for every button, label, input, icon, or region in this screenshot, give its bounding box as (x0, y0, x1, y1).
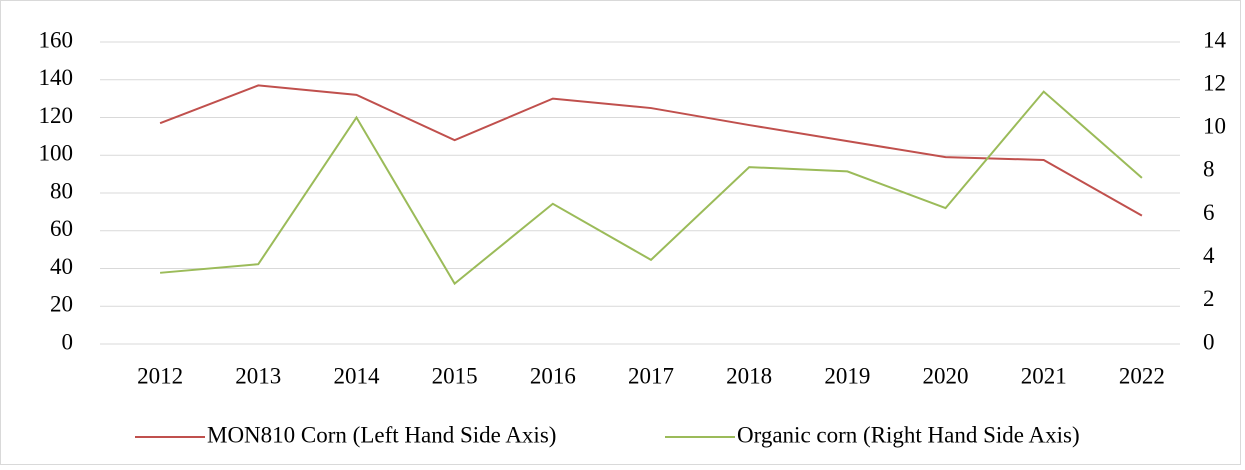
y-tick-label: 60 (50, 216, 73, 241)
y2-tick-label: 6 (1203, 200, 1215, 225)
legend-label: MON810 Corn (Left Hand Side Axis) (207, 422, 556, 447)
x-tick-label: 2019 (824, 363, 870, 388)
legend-label: Organic corn (Right Hand Side Axis) (737, 422, 1080, 447)
x-tick-label: 2015 (432, 363, 478, 388)
x-tick-label: 2020 (923, 363, 969, 388)
y2-tick-label: 8 (1203, 157, 1215, 182)
y-tick-label: 120 (39, 103, 74, 128)
x-tick-label: 2013 (235, 363, 281, 388)
series-line (160, 90, 1143, 286)
y-tick-label: 0 (62, 329, 74, 354)
y2-tick-label: 14 (1203, 27, 1227, 52)
y-tick-label: 40 (50, 254, 73, 279)
x-tick-label: 2021 (1021, 363, 1067, 388)
y-tick-label: 100 (39, 141, 74, 166)
y2-tick-label: 0 (1203, 329, 1215, 354)
y2-tick-label: 10 (1203, 114, 1226, 139)
y-tick-label: 140 (39, 65, 74, 90)
y-tick-label: 160 (39, 27, 74, 52)
x-tick-label: 2017 (628, 363, 674, 388)
x-tick-label: 2014 (333, 363, 380, 388)
y-tick-label: 20 (50, 292, 73, 317)
x-tick-label: 2012 (137, 363, 183, 388)
y2-tick-label: 2 (1203, 286, 1215, 311)
y2-tick-label: 4 (1203, 243, 1215, 268)
x-tick-label: 2022 (1119, 363, 1165, 388)
series-line (159, 84, 1143, 217)
y2-tick-label: 12 (1203, 70, 1226, 95)
y-tick-label: 80 (50, 178, 73, 203)
x-tick-label: 2016 (530, 363, 576, 388)
x-tick-label: 2018 (726, 363, 772, 388)
